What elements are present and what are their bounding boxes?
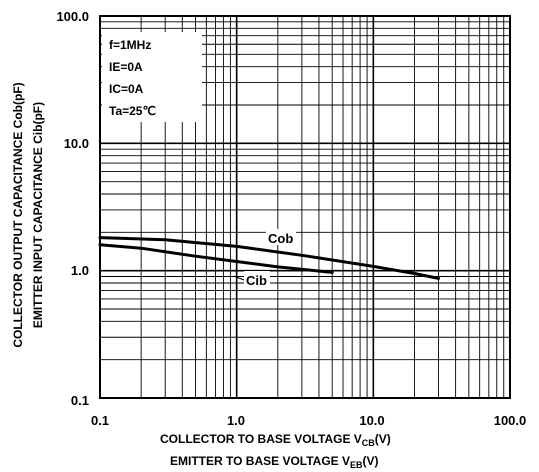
plot-frame: [99, 15, 511, 399]
condition-frequency: f=1MHz: [109, 38, 151, 52]
conditions-box: [102, 32, 202, 122]
series-layer: [98, 236, 440, 280]
cib-label-leader: [233, 275, 245, 281]
cib-label-bg: [244, 271, 270, 287]
grid: [99, 16, 510, 399]
x-axis-title-collector-base: COLLECTOR TO BASE VOLTAGE VCB(V): [160, 432, 391, 448]
x-tick-label-100: 100.0: [494, 413, 527, 428]
series-line-cib: [98, 243, 334, 274]
condition-collector-current: IC=0A: [109, 82, 144, 96]
y-tick-label-100: 100.0: [56, 9, 89, 24]
series-label-cib: Cib: [246, 273, 267, 288]
x-axis-title-emitter-base: EMITTER TO BASE VOLTAGE VEB(V): [170, 454, 379, 470]
y-tick-label-0-1: 0.1: [71, 393, 89, 408]
x-tick-label-10: 10.0: [359, 413, 384, 428]
x-tick-label-1: 1.0: [227, 413, 245, 428]
y-axis-title-cob: COLLECTOR OUTPUT CAPACITANCE Cob(pF): [11, 82, 25, 347]
series-line-cob: [98, 236, 440, 280]
condition-temperature: Ta=25℃: [109, 104, 156, 118]
series-label-cob: Cob: [268, 231, 293, 246]
cob-label-bg: [266, 229, 296, 245]
x-tick-label-0-1: 0.1: [91, 413, 109, 428]
y-axis-title-cib: EMITTER INPUT CAPACITANCE Cib(pF): [31, 102, 45, 328]
condition-emitter-current: IE=0A: [109, 60, 143, 74]
y-tick-label-1: 1.0: [71, 263, 89, 278]
y-tick-label-10: 10.0: [64, 136, 89, 151]
